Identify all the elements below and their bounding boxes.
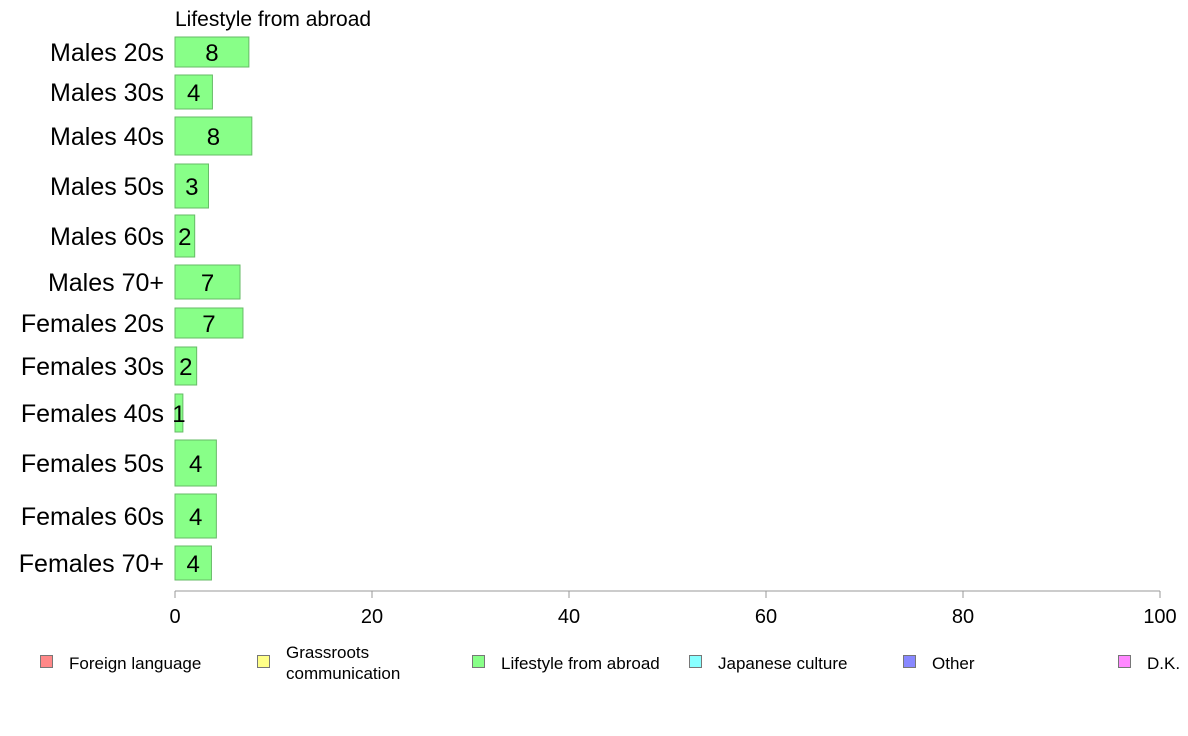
x-axis: 0 20 40 60 80 100: [169, 590, 1177, 628]
category-label: Males 20s: [50, 39, 164, 67]
bar: [174, 36, 250, 68]
data-label: 8: [207, 124, 220, 151]
category-label: Females 60s: [21, 503, 164, 531]
category-label: Females 30s: [21, 353, 164, 381]
bar: [174, 346, 198, 386]
x-tick-label: 80: [952, 606, 974, 628]
bar: [174, 439, 217, 487]
bar: [174, 493, 217, 539]
legend-label: Foreign language: [69, 654, 202, 673]
data-label: 3: [185, 174, 198, 201]
x-tick-label: 0: [169, 606, 180, 628]
legend-swatch: [1118, 655, 1131, 668]
bar: [174, 163, 209, 209]
category-label: Males 60s: [50, 223, 164, 251]
bar: [174, 116, 253, 156]
data-label: 4: [187, 551, 200, 578]
category-label: Females 20s: [21, 310, 164, 338]
legend-label: Lifestyle from abroad: [501, 654, 660, 673]
chart-title: Lifestyle from abroad: [175, 8, 371, 31]
category-label: Males 70+: [48, 269, 164, 297]
legend-label: Grassroots communication: [286, 643, 401, 683]
bar: [174, 214, 196, 258]
x-tick-label: 100: [1143, 606, 1176, 628]
legend-swatch: [257, 655, 270, 668]
legend-item: Lifestyle from abroad: [472, 653, 660, 674]
legend-swatch: [903, 655, 916, 668]
legend: Foreign language Grassroots communication…: [0, 640, 1188, 690]
data-label: 1: [172, 401, 185, 428]
legend-item: D.K.: [1118, 653, 1180, 674]
legend-item: Other: [903, 653, 975, 674]
legend-label: Other: [932, 654, 975, 673]
data-label: 4: [187, 80, 200, 107]
data-label: 8: [205, 40, 218, 67]
category-label: Males 30s: [50, 79, 164, 107]
bar: [174, 393, 184, 433]
data-label: 4: [189, 451, 202, 478]
data-label: 7: [202, 311, 215, 338]
bars: Males 20s 8 Males 30s 4 Males 40s 8 Males 50s 3…: [19, 36, 253, 581]
category-label: Females 50s: [21, 450, 164, 478]
category-label: Females 40s: [21, 400, 164, 428]
legend-item: Japanese culture: [689, 653, 847, 674]
bar: [174, 545, 212, 581]
legend-label: D.K.: [1147, 654, 1181, 673]
category-label: Females 70+: [19, 550, 164, 578]
bar-chart: Lifestyle from abroad Males 20s 8 Males 30…: [19, 8, 1177, 628]
category-label: Males 50s: [50, 173, 164, 201]
x-tick-label: 20: [361, 606, 383, 628]
data-label: 2: [178, 224, 191, 251]
x-tick-label: 60: [755, 606, 777, 628]
data-label: 4: [189, 504, 202, 531]
data-label: 2: [179, 354, 192, 381]
bar: [174, 74, 213, 110]
legend-item: Grassroots communication: [257, 642, 400, 684]
category-label: Males 40s: [50, 123, 164, 151]
legend-label: Japanese culture: [718, 654, 848, 673]
legend-swatch: [40, 655, 53, 668]
legend-item: Foreign language: [40, 653, 201, 674]
legend-swatch: [472, 655, 485, 668]
bar: [174, 307, 244, 339]
legend-swatch: [689, 655, 702, 668]
data-label: 7: [201, 270, 214, 297]
bar: [174, 264, 241, 300]
x-tick-label: 40: [558, 606, 580, 628]
